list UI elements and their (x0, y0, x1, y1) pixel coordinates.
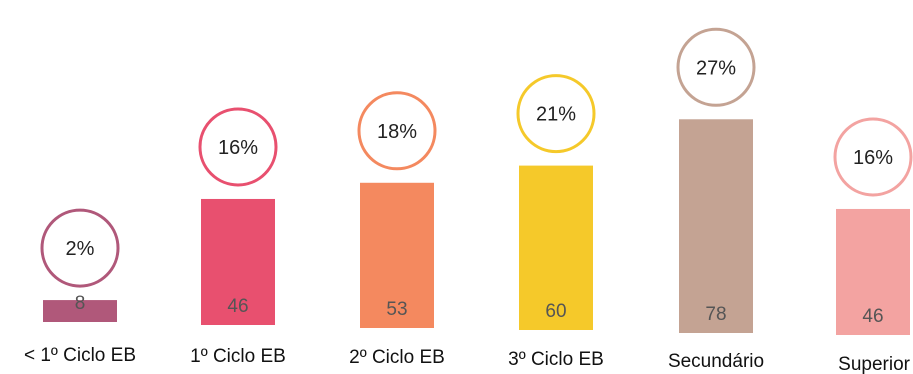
bar (836, 208, 910, 335)
percent-label: 21% (536, 104, 576, 126)
percent-label: 27% (696, 57, 736, 79)
percent-label: 16% (853, 147, 893, 169)
percent-badge (833, 117, 913, 197)
bar (679, 119, 753, 333)
bar-value-label: 46 (227, 296, 248, 317)
bar-value-label: 60 (545, 301, 566, 322)
percent-badge (40, 208, 120, 288)
percent-label: 2% (66, 238, 95, 260)
category-label: Superior (838, 354, 910, 374)
category-label: 2º Ciclo EB (349, 347, 445, 368)
percent-badge (676, 27, 756, 107)
bar-value-label: 53 (386, 299, 407, 320)
bar (360, 182, 434, 328)
bar (519, 165, 593, 330)
percent-badge (198, 107, 278, 187)
percent-badge (357, 91, 437, 171)
bar-value-label: 8 (75, 293, 86, 314)
percent-label: 18% (377, 121, 417, 143)
bar-value-label: 78 (705, 304, 726, 325)
category-label: Secundário (668, 351, 764, 372)
category-label: 1º Ciclo EB (190, 346, 286, 367)
percent-label: 16% (218, 137, 258, 159)
category-label: 3º Ciclo EB (508, 349, 604, 370)
bar-value-label: 46 (862, 306, 883, 327)
bar (201, 198, 275, 325)
category-label: < 1º Ciclo EB (24, 345, 136, 366)
percent-badge (516, 74, 596, 154)
bar (43, 300, 117, 322)
